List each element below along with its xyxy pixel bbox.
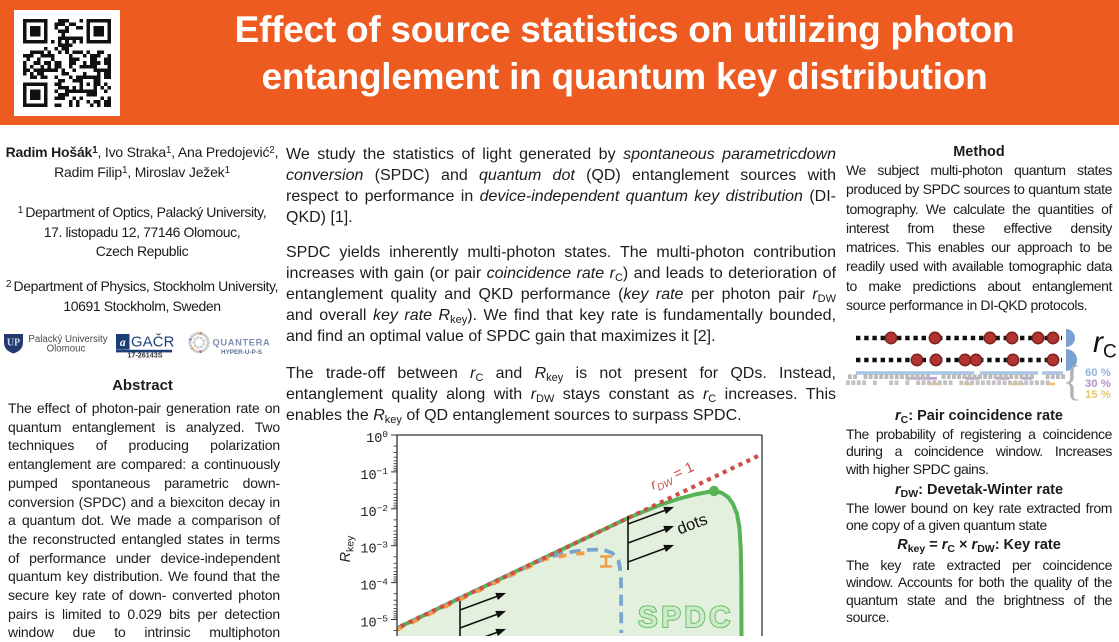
svg-text:Palacký University: Palacký University [28,334,107,345]
svg-text:10−4: 10−4 [360,577,388,595]
svg-text:10−3: 10−3 [360,540,388,558]
svg-text:SPDC: SPDC [638,601,734,634]
svg-text:a: a [120,337,126,349]
svg-text:10−5: 10−5 [360,614,388,632]
svg-text:10−2: 10−2 [360,503,388,521]
svg-text:10−1: 10−1 [360,466,388,484]
svg-text:UP: UP [7,338,20,349]
svg-text:HYPER-U-P-S: HYPER-U-P-S [221,349,262,356]
svg-text:60 %: 60 % [1085,367,1111,379]
svg-text:rDW = 1: rDW = 1 [648,459,698,495]
svg-text:GAČR: GAČR [131,334,175,351]
svg-text:100: 100 [366,429,388,447]
svg-text:QUANTERA: QUANTERA [213,338,271,348]
svg-text:Rkey: Rkey [338,535,357,563]
svg-text:30 %: 30 % [1085,378,1111,390]
svg-text:{: { [1062,359,1082,405]
svg-text:17-26143S: 17-26143S [127,350,162,359]
svg-text:15 %: 15 % [1085,389,1111,401]
svg-text:Olomouc: Olomouc [47,344,86,355]
svg-text:rC: rC [1093,326,1117,363]
